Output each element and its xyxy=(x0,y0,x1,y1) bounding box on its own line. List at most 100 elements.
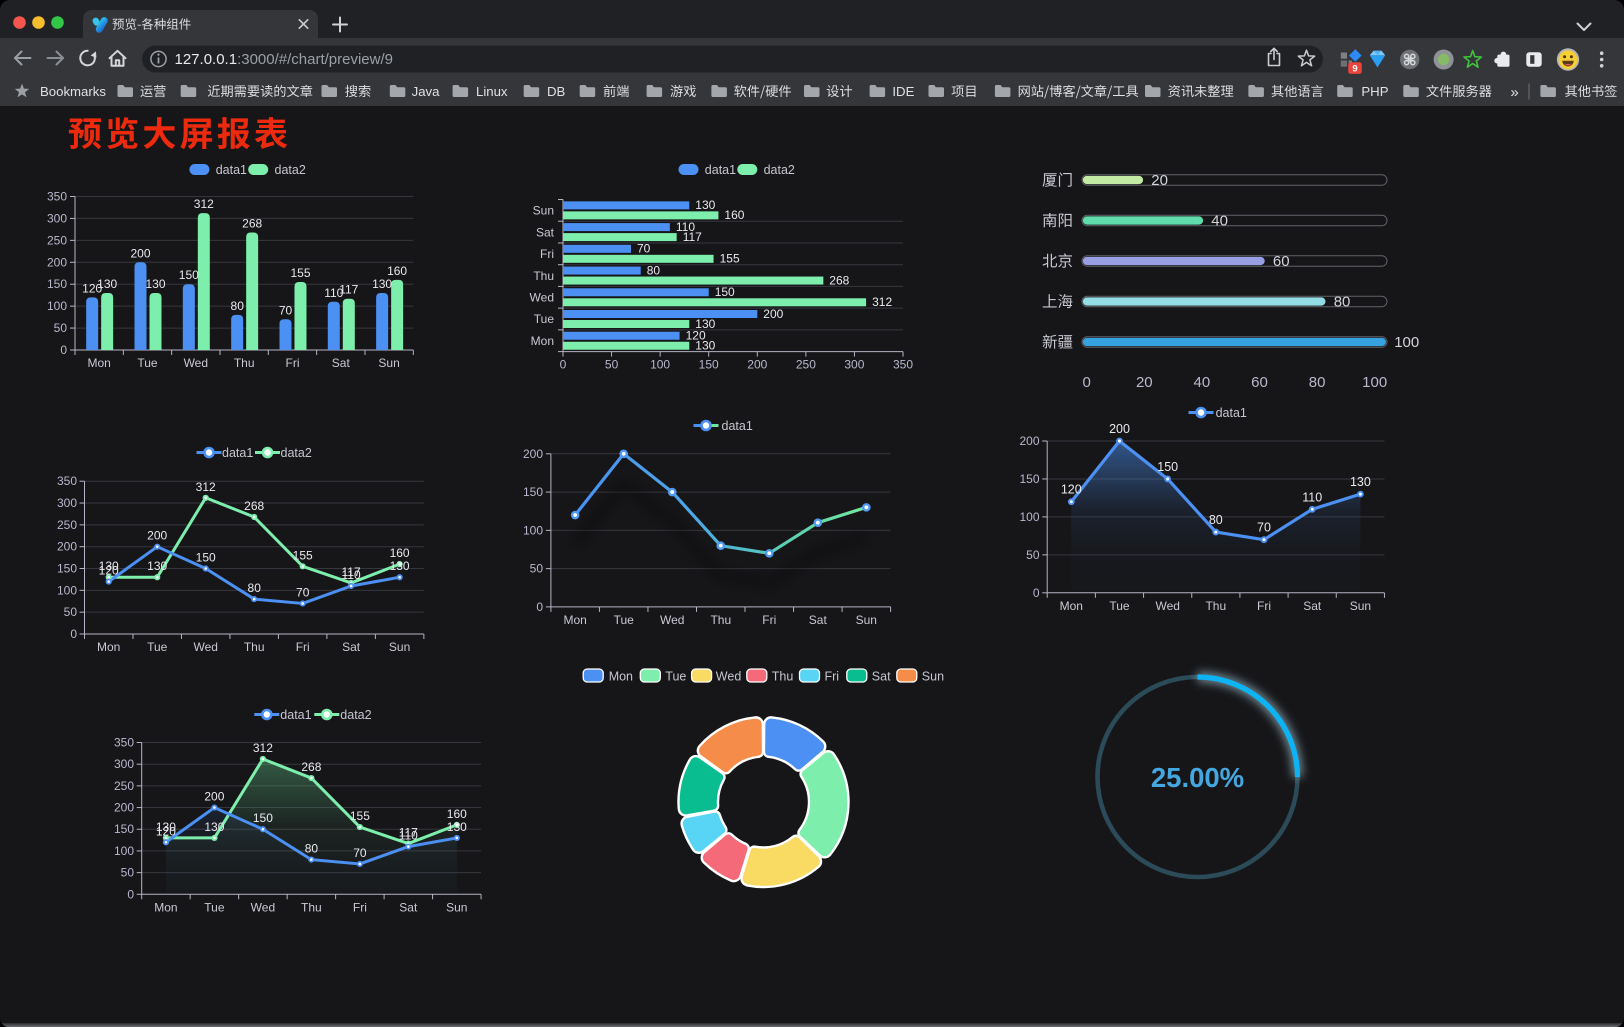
svg-text:20: 20 xyxy=(1151,172,1168,189)
svg-text:200: 200 xyxy=(523,447,543,461)
svg-text:350: 350 xyxy=(57,474,77,488)
svg-text:Linux: Linux xyxy=(476,84,508,99)
svg-text:Sun: Sun xyxy=(856,613,877,627)
svg-text:IDE: IDE xyxy=(892,84,914,99)
svg-text:130: 130 xyxy=(204,820,224,834)
svg-text:150: 150 xyxy=(196,551,216,565)
svg-text:data2: data2 xyxy=(275,163,306,177)
svg-text:200: 200 xyxy=(130,246,150,260)
svg-text:50: 50 xyxy=(1026,548,1040,562)
svg-text:100: 100 xyxy=(650,358,670,372)
svg-text:120: 120 xyxy=(82,281,102,295)
svg-text:data2: data2 xyxy=(764,163,795,177)
svg-text:300: 300 xyxy=(47,211,67,225)
svg-text:Sat: Sat xyxy=(399,900,418,914)
svg-text:80: 80 xyxy=(647,263,661,277)
svg-text:250: 250 xyxy=(47,233,67,247)
svg-text:Wed: Wed xyxy=(193,640,217,654)
svg-text:155: 155 xyxy=(350,809,370,823)
svg-text:80: 80 xyxy=(248,581,262,595)
svg-text:DB: DB xyxy=(547,84,566,99)
svg-text:200: 200 xyxy=(204,790,224,804)
svg-text:data2: data2 xyxy=(340,708,371,722)
svg-text:Java: Java xyxy=(412,84,441,99)
svg-text:312: 312 xyxy=(194,197,214,211)
svg-text:150: 150 xyxy=(715,285,735,299)
svg-text:Tue: Tue xyxy=(534,312,555,326)
svg-text:350: 350 xyxy=(47,190,67,204)
svg-text:117: 117 xyxy=(339,283,358,297)
svg-text:110: 110 xyxy=(399,829,418,843)
svg-text:130: 130 xyxy=(695,317,715,331)
svg-text:50: 50 xyxy=(54,321,68,335)
svg-text:80: 80 xyxy=(231,299,245,313)
svg-text:Wed: Wed xyxy=(716,670,742,684)
svg-text:130: 130 xyxy=(695,198,715,212)
svg-text:150: 150 xyxy=(523,485,543,499)
svg-text:130: 130 xyxy=(156,820,176,834)
svg-text:Mon: Mon xyxy=(154,900,177,914)
svg-text:0: 0 xyxy=(70,627,77,641)
svg-text:Wed: Wed xyxy=(1155,599,1179,613)
svg-text:110: 110 xyxy=(676,220,695,234)
svg-text:250: 250 xyxy=(114,779,134,793)
svg-text:200: 200 xyxy=(147,529,167,543)
svg-text:data2: data2 xyxy=(281,446,312,460)
svg-text:PHP: PHP xyxy=(1361,84,1388,99)
svg-text:268: 268 xyxy=(242,217,262,231)
svg-text:155: 155 xyxy=(293,548,313,562)
svg-text:Sat: Sat xyxy=(536,225,555,239)
svg-text:data1: data1 xyxy=(216,163,247,177)
svg-text:Thu: Thu xyxy=(301,900,322,914)
svg-text:Sat: Sat xyxy=(872,670,891,684)
svg-text:20: 20 xyxy=(1136,374,1153,391)
svg-text:70: 70 xyxy=(637,242,651,256)
svg-text:70: 70 xyxy=(296,585,310,599)
svg-text:Fri: Fri xyxy=(1257,599,1271,613)
svg-text:Thu: Thu xyxy=(1205,599,1226,613)
svg-text:150: 150 xyxy=(699,358,719,372)
svg-text:150: 150 xyxy=(114,822,134,836)
svg-text:Tue: Tue xyxy=(147,640,168,654)
svg-text:60: 60 xyxy=(1251,374,1268,391)
svg-text:312: 312 xyxy=(253,741,273,755)
svg-text:50: 50 xyxy=(121,866,135,880)
svg-text:70: 70 xyxy=(353,846,367,860)
svg-text:200: 200 xyxy=(47,255,67,269)
svg-text:155: 155 xyxy=(720,252,740,266)
svg-text:130: 130 xyxy=(372,277,392,291)
svg-text:150: 150 xyxy=(57,562,77,576)
svg-text:100: 100 xyxy=(114,844,134,858)
svg-text:25.00%: 25.00% xyxy=(1151,762,1244,793)
svg-text:117: 117 xyxy=(683,230,702,244)
svg-text:250: 250 xyxy=(57,518,77,532)
svg-text:Tue: Tue xyxy=(204,900,225,914)
svg-text:Tue: Tue xyxy=(614,613,635,627)
svg-text:127.0.0.1:3000/#/chart/preview: 127.0.0.1:3000/#/chart/preview/9 xyxy=(175,51,394,68)
svg-text:130: 130 xyxy=(97,277,117,291)
svg-text:200: 200 xyxy=(114,801,134,815)
svg-text:200: 200 xyxy=(747,358,767,372)
svg-text:130: 130 xyxy=(390,559,410,573)
svg-text:Mon: Mon xyxy=(1060,599,1083,613)
svg-text:150: 150 xyxy=(253,811,273,825)
svg-text:110: 110 xyxy=(1302,490,1322,504)
svg-text:Sun: Sun xyxy=(922,670,944,684)
svg-text:300: 300 xyxy=(844,358,864,372)
svg-text:300: 300 xyxy=(114,757,134,771)
svg-text:80: 80 xyxy=(1334,294,1351,311)
svg-text:data1: data1 xyxy=(1216,406,1247,420)
svg-text:350: 350 xyxy=(893,358,913,372)
svg-text:120: 120 xyxy=(1061,483,1082,497)
svg-text:100: 100 xyxy=(57,583,77,597)
svg-text:0: 0 xyxy=(1083,374,1091,391)
svg-text:Sat: Sat xyxy=(1303,599,1322,613)
svg-text:200: 200 xyxy=(1109,422,1130,436)
svg-text:Thu: Thu xyxy=(772,670,794,684)
svg-text:110: 110 xyxy=(324,286,343,300)
svg-text:data1: data1 xyxy=(280,708,311,722)
svg-text:Thu: Thu xyxy=(710,613,731,627)
svg-text:70: 70 xyxy=(279,303,293,317)
svg-text:Sat: Sat xyxy=(332,356,351,370)
svg-text:250: 250 xyxy=(796,358,816,372)
